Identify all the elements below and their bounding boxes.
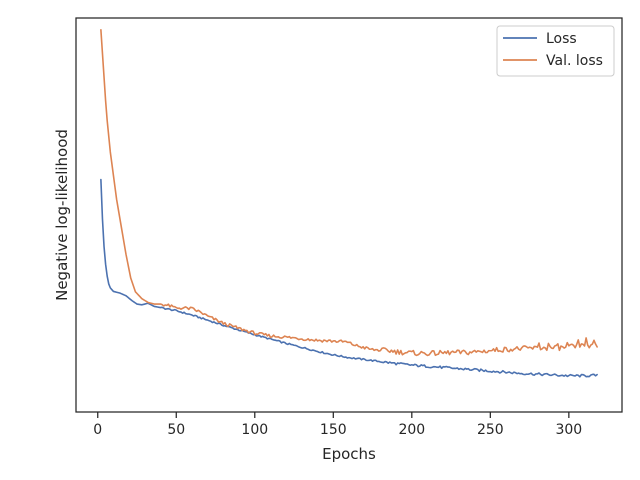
x-tick-label: 200 bbox=[398, 422, 425, 438]
x-tick-label: 100 bbox=[241, 422, 268, 438]
legend-label-val-loss: Val. loss bbox=[546, 53, 603, 69]
x-tick-label: 250 bbox=[477, 422, 504, 438]
legend: Loss Val. loss bbox=[496, 25, 615, 77]
series-line-loss bbox=[100, 178, 598, 378]
y-axis-label: Negative log-likelihood bbox=[53, 129, 71, 301]
x-axis-label: Epochs bbox=[322, 445, 376, 463]
x-tick-label: 300 bbox=[555, 422, 582, 438]
plot-frame bbox=[75, 17, 623, 413]
series-line-val-loss bbox=[100, 29, 598, 357]
x-tick-label: 50 bbox=[167, 422, 185, 438]
x-axis: 0 50 100 150 200 250 300 bbox=[93, 412, 582, 438]
x-tick-label: 0 bbox=[93, 422, 102, 438]
legend-label-loss: Loss bbox=[546, 31, 577, 47]
x-tick-label: 150 bbox=[320, 422, 347, 438]
series-layer bbox=[100, 29, 598, 378]
